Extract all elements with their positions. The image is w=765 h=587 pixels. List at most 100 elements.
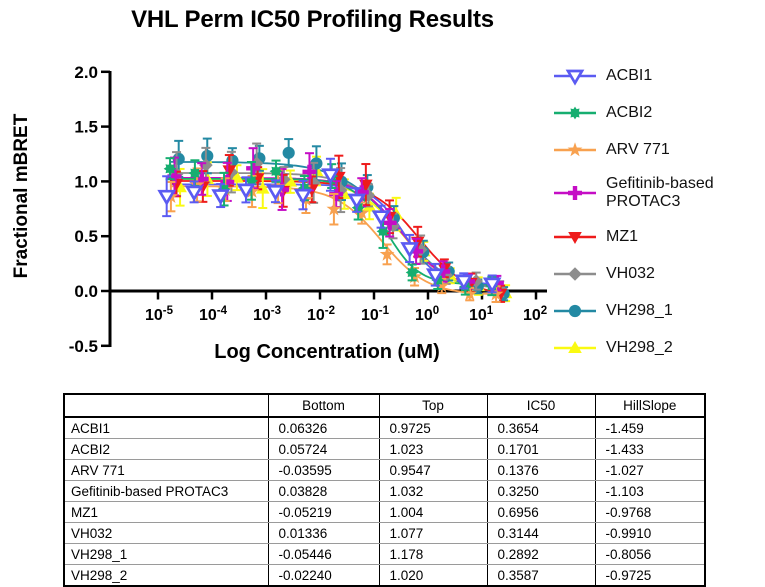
table-row: ACBI2 0.05724 1.023 0.1701 -1.433 (63, 438, 706, 460)
y-tick-label: 1.0 (74, 172, 98, 191)
table-cell: -0.02240 (267, 564, 380, 587)
legend-item-VH298_2: VH298_2 (552, 336, 762, 360)
legend-label: Gefitinib-based PROTAC3 (606, 175, 714, 211)
table-header-cell: HillSlope (594, 393, 706, 418)
table-row: VH298_1 -0.05446 1.178 0.2892 -0.8056 (63, 543, 706, 565)
dose-response-plot: 2.0 1.5 1.0 0.5 0.0 -0.5 10-5 10-4 10-3 10-2 10-1 1… (69, 63, 548, 363)
table-row: Gefitinib-based PROTAC3 0.03828 1.032 0.325… (63, 480, 706, 502)
table-cell: 0.1376 (486, 459, 596, 481)
x-tick-label: 10-3 (253, 305, 281, 324)
table-row-name: Gefitinib-based PROTAC3 (63, 480, 269, 502)
legend-item-ARV-771: ARV 771 (552, 138, 762, 162)
x-tick-label: 10-5 (145, 305, 174, 324)
spiky-circle-icon (554, 106, 596, 120)
table-cell: -0.03595 (267, 459, 380, 481)
table-row: ACBI1 0.06326 0.9725 0.3654 -1.459 (63, 416, 706, 439)
x-tick-label: 10-2 (307, 305, 335, 324)
plus-icon (554, 186, 596, 201)
table-cell: -0.9768 (594, 501, 706, 523)
legend-label: ACBI1 (606, 66, 653, 84)
table-cell: 0.6956 (486, 501, 596, 523)
table-row: MZ1 -0.05219 1.004 0.6956 -0.9768 (63, 501, 706, 523)
table-row-name: ARV 771 (63, 459, 269, 481)
legend-item-MZ1: MZ1 (552, 225, 762, 249)
y-tick-label: 0.5 (74, 227, 98, 246)
legend-item-VH032: VH032 (552, 262, 762, 286)
legend-item-Gefitinib-based-PROTAC3: Gefitinib-based PROTAC3 (552, 175, 762, 212)
table-cell: -0.8056 (594, 543, 706, 565)
x-axis-label: Log Concentration (uM) (214, 341, 440, 363)
table-header-cell (63, 393, 269, 418)
table-row-name: VH032 (63, 522, 269, 544)
table-row: VH032 0.01336 1.077 0.3144 -0.9910 (63, 522, 706, 544)
table-cell: -1.459 (594, 416, 706, 439)
table-cell: 1.020 (378, 564, 488, 587)
legend-label: VH298_2 (606, 338, 673, 356)
table-header-cell: Bottom (267, 393, 380, 418)
fit-table-body: ACBI1 0.06326 0.9725 0.3654 -1.459 ACBI2 0.057… (63, 416, 706, 587)
x-tick-label: 101 (469, 305, 494, 324)
table-cell: 0.9547 (378, 459, 488, 481)
table-cell: 0.03828 (267, 480, 380, 502)
legend-label: ARV 771 (606, 140, 670, 158)
table-row: ARV 771 -0.03595 0.9547 0.1376 -1.027 (63, 459, 706, 481)
table-cell: 1.023 (378, 438, 488, 460)
table-row-name: ACBI1 (63, 416, 269, 439)
table-cell: 0.3144 (486, 522, 596, 544)
table-cell: 0.3654 (486, 416, 596, 439)
legend-label: VH298_1 (606, 301, 673, 319)
table-cell: 1.077 (378, 522, 488, 544)
x-tick-label: 10-1 (361, 305, 390, 324)
series-points-ACBI1 (157, 157, 502, 294)
legend-item-ACBI2: ACBI2 (552, 101, 762, 125)
chart-legend: ACBI1 ACBI2 ARV 771 Gefitinib-based PROTAC3… (552, 64, 762, 360)
legend-item-ACBI1: ACBI1 (552, 64, 762, 88)
legend-label: MZ1 (606, 227, 638, 245)
table-cell: 0.3587 (486, 564, 596, 587)
table-cell: 1.032 (378, 480, 488, 502)
y-tick-label: -0.5 (69, 337, 98, 356)
chart-title: VHL Perm IC50 Profiling Results (131, 6, 494, 33)
table-cell: -0.05446 (267, 543, 380, 565)
table-cell: 0.9725 (378, 416, 488, 439)
diamond-icon (554, 266, 596, 281)
table-cell: -0.9725 (594, 564, 706, 587)
table-header-row: Bottom Top IC50 HillSlope (63, 393, 706, 418)
table-header-cell: Top (378, 393, 488, 418)
table-row-name: MZ1 (63, 501, 269, 523)
y-tick-label: 1.5 (74, 118, 98, 137)
x-tick-label: 102 (523, 305, 547, 324)
star-icon (554, 142, 596, 157)
triangle-up-icon (554, 340, 596, 353)
table-cell: 0.2892 (486, 543, 596, 565)
table-cell: 1.178 (378, 543, 488, 565)
legend-item-VH298_1: VH298_1 (552, 299, 762, 323)
table-row-name: VH298_2 (63, 564, 269, 587)
x-tick-label: 10-4 (199, 305, 228, 324)
triangle-down-open-icon (554, 69, 596, 86)
y-tick-label: 2.0 (74, 63, 98, 82)
table-cell: 0.05724 (267, 438, 380, 460)
y-tick-label: 0.0 (74, 282, 98, 301)
table-cell: -1.027 (594, 459, 706, 481)
table-cell: 0.06326 (267, 416, 380, 439)
axes: 2.0 1.5 1.0 0.5 0.0 -0.5 10-5 10-4 10-3 10-2 10-1 1… (69, 63, 548, 363)
legend-label: ACBI2 (606, 103, 653, 121)
table-row: VH298_2 -0.02240 1.020 0.3587 -0.9725 (63, 564, 706, 587)
fit-results-table: Bottom Top IC50 HillSlope ACBI1 0.06326 0.972… (63, 393, 706, 587)
circle-icon (554, 304, 596, 317)
table-header-cell: IC50 (486, 393, 596, 418)
x-tick-label: 100 (415, 305, 439, 324)
triangle-down-icon (554, 231, 596, 244)
table-cell: 0.1701 (486, 438, 596, 460)
table-cell: -0.9910 (594, 522, 706, 544)
table-cell: -1.433 (594, 438, 706, 460)
table-cell: -1.103 (594, 480, 706, 502)
table-cell: -0.05219 (267, 501, 380, 523)
fit-table-header: Bottom Top IC50 HillSlope (63, 393, 706, 418)
table-row-name: VH298_1 (63, 543, 269, 565)
table-cell: 1.004 (378, 501, 488, 523)
legend-label: VH032 (606, 264, 655, 282)
table-row-name: ACBI2 (63, 438, 269, 460)
